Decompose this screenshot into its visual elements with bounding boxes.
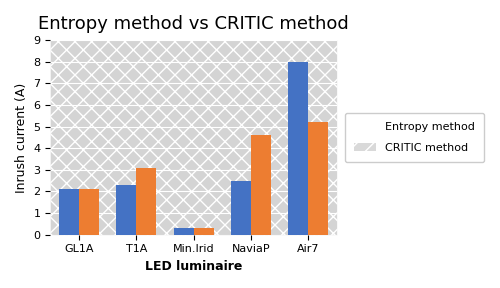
Bar <box>50 148 337 170</box>
Bar <box>59 189 79 235</box>
Bar <box>50 40 337 62</box>
Bar <box>79 189 99 235</box>
Y-axis label: Inrush current (A): Inrush current (A) <box>15 82 28 193</box>
Title: Entropy method vs CRITIC method: Entropy method vs CRITIC method <box>38 15 349 33</box>
Bar <box>308 122 328 235</box>
Bar <box>50 170 337 192</box>
Bar <box>136 168 156 235</box>
Bar <box>50 18 337 40</box>
Bar <box>231 181 251 235</box>
Bar <box>50 62 337 83</box>
Bar <box>116 185 136 235</box>
Legend: Entropy method, CRITIC method: Entropy method, CRITIC method <box>345 113 484 162</box>
Bar <box>251 135 271 235</box>
Bar <box>194 228 214 235</box>
Bar <box>50 105 337 127</box>
FancyBboxPatch shape <box>50 40 337 235</box>
Bar <box>50 192 337 213</box>
Bar <box>50 213 337 235</box>
Bar <box>50 83 337 105</box>
X-axis label: LED luminaire: LED luminaire <box>145 260 242 273</box>
Bar <box>174 228 194 235</box>
Bar <box>50 127 337 148</box>
Bar <box>50 40 337 235</box>
Bar <box>288 62 308 235</box>
